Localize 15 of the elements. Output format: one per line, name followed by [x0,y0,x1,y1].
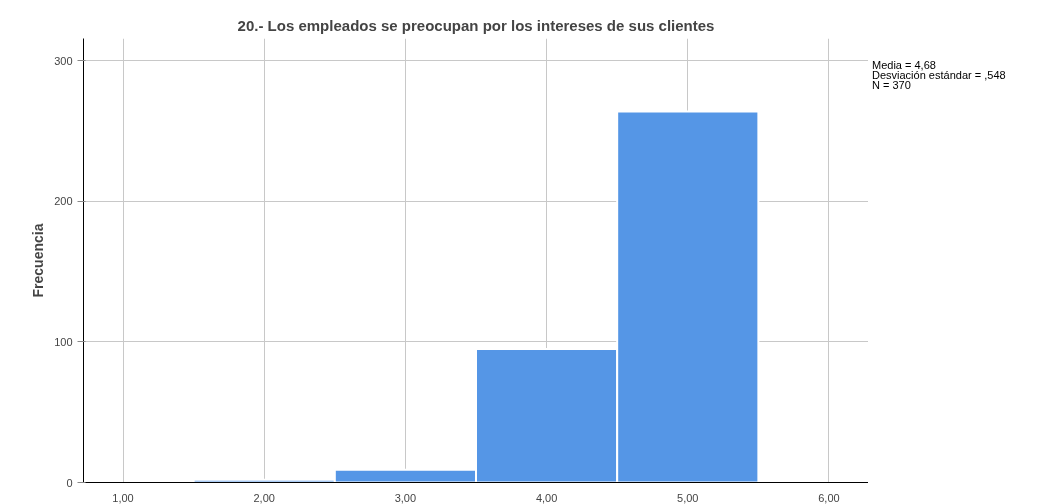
text: N = 370 [872,79,911,91]
chart-title: 20.- Los empleados se preocupan por los intereses de sus clientes [237,16,715,34]
y-tick-label: 300 [54,54,73,67]
y-axis-title: Frecuencia [30,223,47,298]
x-tick-label: 2,00 [253,491,275,504]
text: Media = 4,68 [872,59,936,71]
x-tick-label: 5,00 [677,491,699,504]
text: Desviación estándar = ,548 [872,69,1006,81]
x-tick-label: 3,00 [394,491,417,504]
y-tick-label: 200 [54,195,73,208]
x-tick-label: 4,00 [535,491,558,504]
x-tick-label: 6,00 [818,491,840,504]
y-tick-label: 100 [54,335,73,348]
y-tick-label: 0 [66,476,73,489]
x-tick-label: 1,00 [112,491,134,504]
